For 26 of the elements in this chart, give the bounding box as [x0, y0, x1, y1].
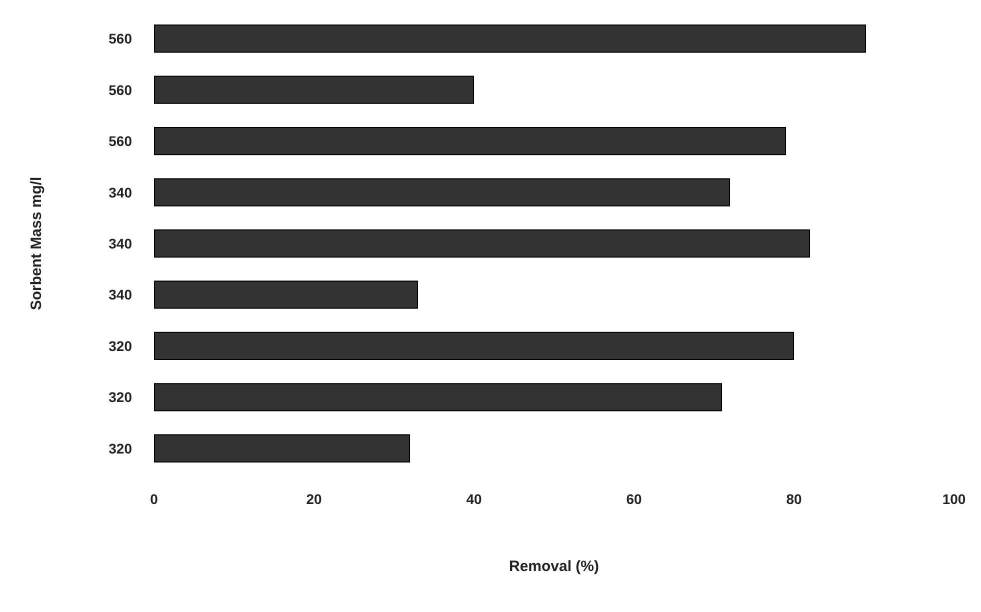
bar [154, 24, 866, 53]
y-tick-label: 560 [108, 133, 132, 150]
bar [154, 229, 810, 258]
x-tick-label: 100 [942, 491, 966, 507]
x-tick-label: 20 [306, 491, 322, 507]
x-tick-label: 0 [150, 491, 158, 507]
y-tick-label: 320 [108, 389, 132, 406]
bar [154, 178, 730, 206]
y-tick-label: 340 [108, 236, 132, 252]
y-tick-label: 320 [108, 440, 132, 456]
y-axis-title: Sorbent Mass mg/l [28, 176, 45, 310]
y-tick-label: 560 [108, 82, 132, 98]
x-axis-title: Removal (%) [508, 558, 600, 575]
bar [154, 280, 418, 309]
x-tick-label: 60 [626, 491, 642, 507]
bar [154, 126, 786, 156]
bar [154, 76, 474, 104]
y-tick-label: 340 [108, 184, 132, 200]
y-tick-label: 560 [108, 30, 132, 47]
bar [154, 383, 722, 412]
x-tick-label: 80 [786, 491, 802, 507]
y-tick-label: 340 [108, 286, 132, 303]
y-tick-label: 320 [108, 338, 132, 354]
bar [154, 332, 794, 360]
x-tick-label: 40 [466, 491, 482, 507]
bar [154, 434, 410, 462]
